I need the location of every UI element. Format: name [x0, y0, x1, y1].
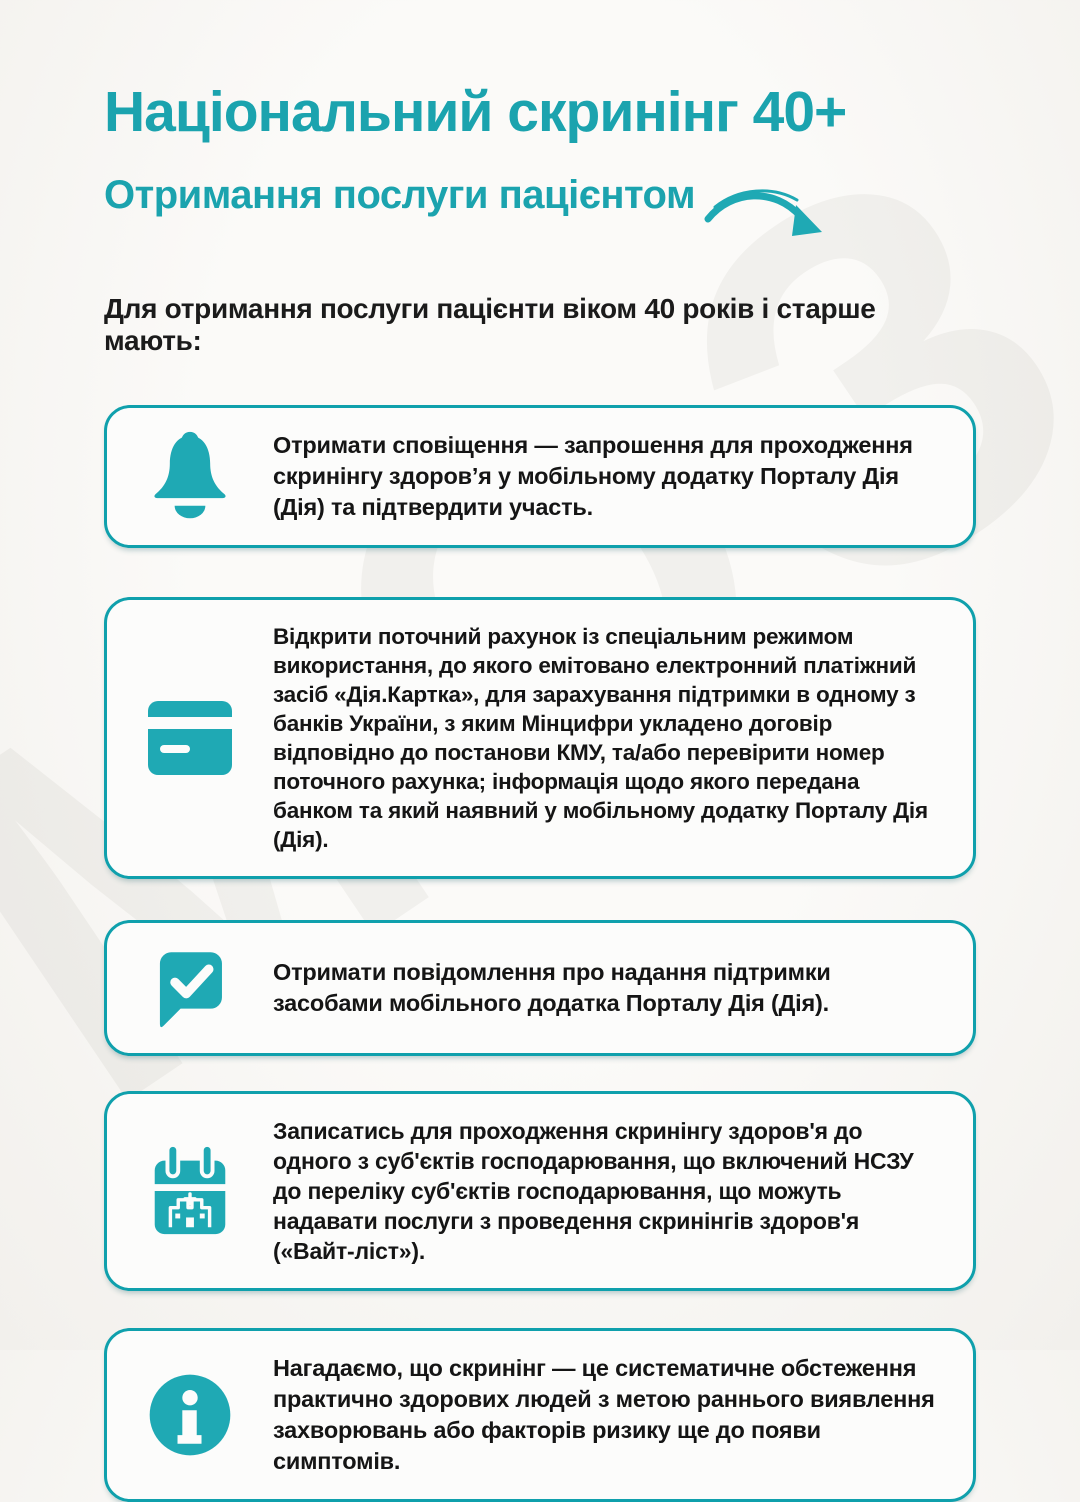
card-bank-account-text: Відкрити поточний рахунок із спеціальним… — [273, 624, 928, 852]
page-title: Національний скринінг 40+ — [104, 80, 847, 144]
card-text-col: Записатись для проходження скринінгу здо… — [273, 1094, 973, 1288]
card-bank-account: Відкрити поточний рахунок із спеціальним… — [104, 597, 976, 879]
calendar-hospital-icon — [107, 1137, 273, 1245]
curved-arrow-icon — [701, 177, 829, 253]
bell-icon — [107, 425, 273, 529]
card-notification: Отримати сповіщення — запрошення для про… — [104, 405, 976, 548]
message-check-icon — [107, 939, 273, 1037]
steps-list: Отримати сповіщення — запрошення для про… — [104, 405, 976, 1502]
payment-card-icon — [107, 693, 273, 783]
card-text-col: Відкрити поточний рахунок із спеціальним… — [273, 600, 973, 876]
card-screening-note: Нагадаємо, що скринінг — це систематичне… — [104, 1328, 976, 1502]
card-text-col: Отримати повідомлення про надання підтри… — [273, 935, 973, 1041]
card-text-col: Отримати сповіщення — запрошення для про… — [273, 408, 973, 545]
info-icon — [107, 1367, 273, 1463]
page-subtitle: Отримання послуги пацієнтом — [104, 173, 696, 217]
intro-text: Для отримання послуги пацієнти віком 40 … — [104, 293, 876, 356]
card-support-message-text: Отримати повідомлення про надання підтри… — [273, 959, 831, 1016]
card-text-col: Нагадаємо, що скринінг — це систематичне… — [273, 1331, 973, 1499]
card-support-message: Отримати повідомлення про надання підтри… — [104, 920, 976, 1056]
subtitle-row: Отримання послуги пацієнтом — [104, 175, 976, 253]
card-appointment: Записатись для проходження скринінгу здо… — [104, 1091, 976, 1291]
card-appointment-text: Записатись для проходження скринінгу здо… — [273, 1118, 914, 1264]
card-screening-note-text: Нагадаємо, що скринінг — це систематичне… — [273, 1355, 935, 1474]
card-notification-text: Отримати сповіщення — запрошення для про… — [273, 432, 913, 520]
